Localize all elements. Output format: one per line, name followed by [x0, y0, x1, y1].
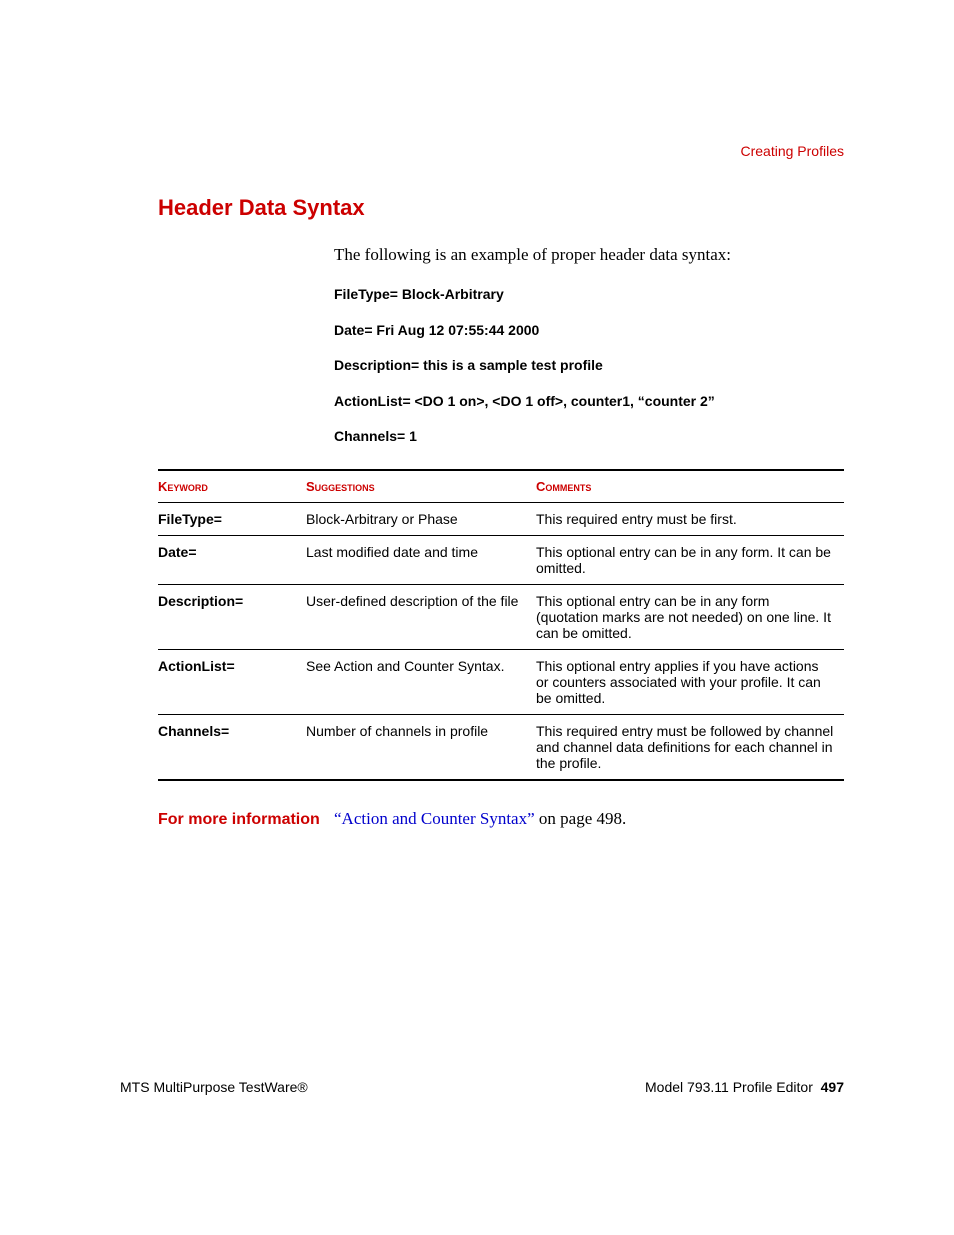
more-info-label: For more information [158, 811, 334, 829]
page-footer: MTS MultiPurpose TestWare® Model 793.11 … [120, 1079, 844, 1095]
cell-comment: This optional entry can be in any form. … [536, 535, 844, 584]
cell-keyword: FileType= [158, 502, 306, 535]
cell-comment: This required entry must be first. [536, 502, 844, 535]
col-comments: Comments [536, 470, 844, 503]
cell-comment: This optional entry applies if you have … [536, 649, 844, 714]
table-row: Date= Last modified date and time This o… [158, 535, 844, 584]
footer-left: MTS MultiPurpose TestWare® [120, 1079, 308, 1095]
table-row: Description= User-defined description of… [158, 584, 844, 649]
code-line: Description= this is a sample test profi… [334, 356, 844, 376]
code-line: Channels= 1 [334, 427, 844, 447]
syntax-table: Keyword Suggestions Comments FileType= B… [158, 469, 844, 781]
code-line: FileType= Block-Arbitrary [334, 285, 844, 305]
more-info-value: “Action and Counter Syntax” on page 498. [334, 809, 626, 829]
table-row: FileType= Block-Arbitrary or Phase This … [158, 502, 844, 535]
cell-keyword: Date= [158, 535, 306, 584]
cross-ref-tail: on page 498. [535, 809, 627, 828]
cell-suggestion: User-defined description of the file [306, 584, 536, 649]
table-header-row: Keyword Suggestions Comments [158, 470, 844, 503]
footer-right: Model 793.11 Profile Editor 497 [645, 1079, 844, 1095]
cell-comment: This required entry must be followed by … [536, 714, 844, 780]
table-row: ActionList= See Action and Counter Synta… [158, 649, 844, 714]
cell-suggestion: Last modified date and time [306, 535, 536, 584]
cell-keyword: ActionList= [158, 649, 306, 714]
intro-text: The following is an example of proper he… [334, 245, 844, 265]
page-number: 497 [821, 1079, 844, 1095]
code-line: ActionList= <DO 1 on>, <DO 1 off>, count… [334, 392, 844, 412]
cell-suggestion: See Action and Counter Syntax. [306, 649, 536, 714]
example-block: FileType= Block-Arbitrary Date= Fri Aug … [334, 285, 844, 447]
code-line: Date= Fri Aug 12 07:55:44 2000 [334, 321, 844, 341]
cell-keyword: Description= [158, 584, 306, 649]
cross-ref-link[interactable]: “Action and Counter Syntax” [334, 809, 535, 828]
col-suggestions: Suggestions [306, 470, 536, 503]
cell-suggestion: Number of channels in profile [306, 714, 536, 780]
more-info-row: For more information “Action and Counter… [158, 809, 844, 829]
page-title: Header Data Syntax [158, 195, 844, 221]
cell-comment: This optional entry can be in any form (… [536, 584, 844, 649]
cell-suggestion: Block-Arbitrary or Phase [306, 502, 536, 535]
page-content: Header Data Syntax The following is an e… [158, 140, 844, 829]
footer-model: Model 793.11 Profile Editor [645, 1079, 813, 1095]
table-row: Channels= Number of channels in profile … [158, 714, 844, 780]
cell-keyword: Channels= [158, 714, 306, 780]
col-keyword: Keyword [158, 470, 306, 503]
